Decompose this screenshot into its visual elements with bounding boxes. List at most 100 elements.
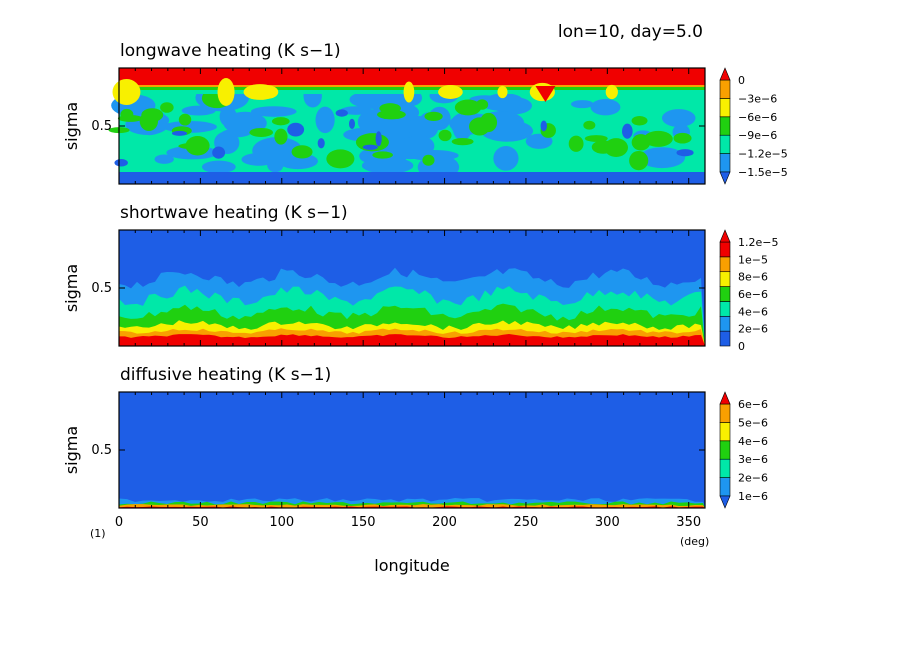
heatmap-region [181,105,216,116]
x-tick-label: 150 [351,515,376,530]
x-axis-unit: (deg) [680,535,709,548]
heatmap-region [141,108,164,122]
heatmap-region [362,144,378,150]
colorbar-label: 1e−5 [738,253,768,266]
colorbar-label: 5e−6 [738,416,768,429]
heatmap-region [493,146,519,171]
heatmap-region [673,132,692,144]
colorbar-swatch [719,315,731,332]
x-tick-label: 250 [514,515,539,530]
y-axis-label: sigma [62,102,81,150]
heatmap-region [250,106,297,117]
heatmap-region [256,85,279,99]
heatmap-region [583,120,596,130]
heatmap-region [348,118,355,130]
heatmap-region [315,106,335,134]
x-axis-ticks: 0 50 100 150 200 250 300 350 [115,515,701,530]
panel-shortwave: shortwave heating (K s−1) sigma 0.5 1.2e… [62,203,778,353]
x-axis-label: longitude [374,556,449,575]
heatmap-region [171,130,188,136]
heatmap-region [291,145,313,159]
heatmap-region [212,146,226,159]
colorbar: 6e−6 5e−6 4e−6 3e−6 2e−6 1e−6 [719,391,768,509]
colorbar-extend-min [719,171,731,185]
heatmap-region [497,85,508,99]
heatmap-region [643,130,673,147]
plot-frame [118,67,706,185]
colorbar: 0 −3e−6 −6e−6 −9e−6 −1.2e−5 −1.5e−5 [719,67,788,185]
y-tick-label: 0.5 [91,119,112,134]
plot-frame [118,391,706,509]
heatmap-region [317,138,325,149]
colorbar-label: 4e−6 [738,435,768,448]
heatmap-region [424,111,443,122]
plot-frame [118,229,706,347]
colorbar-label: 2e−6 [738,323,768,336]
colorbar-label: 0 [738,74,745,87]
heatmap-region [119,68,705,86]
heatmap-region [584,135,608,142]
y-tick-label: 0.5 [91,281,112,296]
heatmap-region [403,81,415,103]
heatmap-region [340,106,373,115]
heatmap-region [326,149,355,169]
colorbar-label: 1e−6 [738,490,768,503]
colorbar-label: −1.2e−5 [738,148,788,161]
y-tick-label: 0.5 [91,443,112,458]
heatmap-region [377,109,406,120]
colorbar-swatch [719,440,731,460]
colorbar-label: −6e−6 [738,111,777,124]
heatmap-region [622,123,633,139]
colorbar-swatch [719,134,731,154]
colorbar-label: 2e−6 [738,472,768,485]
panel-title: shortwave heating (K s−1) [120,203,348,223]
heatmap-region [454,99,482,116]
heatmap-region [386,132,435,160]
heatmap-region [217,78,235,106]
heatmap-region [631,116,648,126]
heatmap-region [249,127,274,137]
colorbar-label: 6e−6 [738,398,768,411]
x-tick-label: 100 [269,515,294,530]
heatmap-region [372,151,393,159]
heatmap-region [540,120,547,132]
colorbar-swatch [719,422,731,442]
colorbar-label: −3e−6 [738,92,777,105]
colorbar-swatch [719,403,731,423]
panel-longwave: longwave heating (K s−1) sigma 0.5 0 −3e−… [62,41,788,185]
heatmap-field [108,68,705,184]
heatmap-region [451,137,474,146]
colorbar-extend-max [719,391,731,405]
heatmap-region [122,84,133,100]
heatmap-region [201,160,236,174]
y-axis-label: sigma [62,264,81,312]
colorbar-extend-min [719,495,731,509]
colorbar-label: 1.2e−5 [738,236,778,249]
heatmap-region [604,138,628,157]
colorbar-swatch [719,301,731,317]
figure-title: lon=10, day=5.0 [558,22,703,42]
colorbar-swatch [719,79,731,99]
heatmap-region [631,134,651,151]
heatmap-region [629,150,649,171]
colorbar-extend-max [719,229,731,243]
x-tick-label: 0 [115,515,123,530]
heatmap-region [335,109,348,117]
heatmap-region [271,117,290,126]
figure-number: (1) [90,527,106,540]
colorbar-label: 6e−6 [738,288,768,301]
heatmap-region [438,85,463,99]
heatmap-region [160,102,174,113]
heatmap-region [570,100,594,109]
heatmap-region [535,86,556,102]
heatmap-region [219,106,237,127]
colorbar: 1.2e−5 1e−5 8e−6 6e−6 4e−6 2e−6 0 [719,229,778,353]
colorbar-swatch [719,98,731,118]
panel-diffusive: diffusive heating (K s−1) sigma 0.5 6e−6… [62,365,768,509]
colorbar-swatch [719,153,731,173]
heatmap-region [605,84,618,100]
heatmap-region [468,117,491,136]
heatmap-region [119,392,705,508]
panel-title: longwave heating (K s−1) [120,41,341,61]
